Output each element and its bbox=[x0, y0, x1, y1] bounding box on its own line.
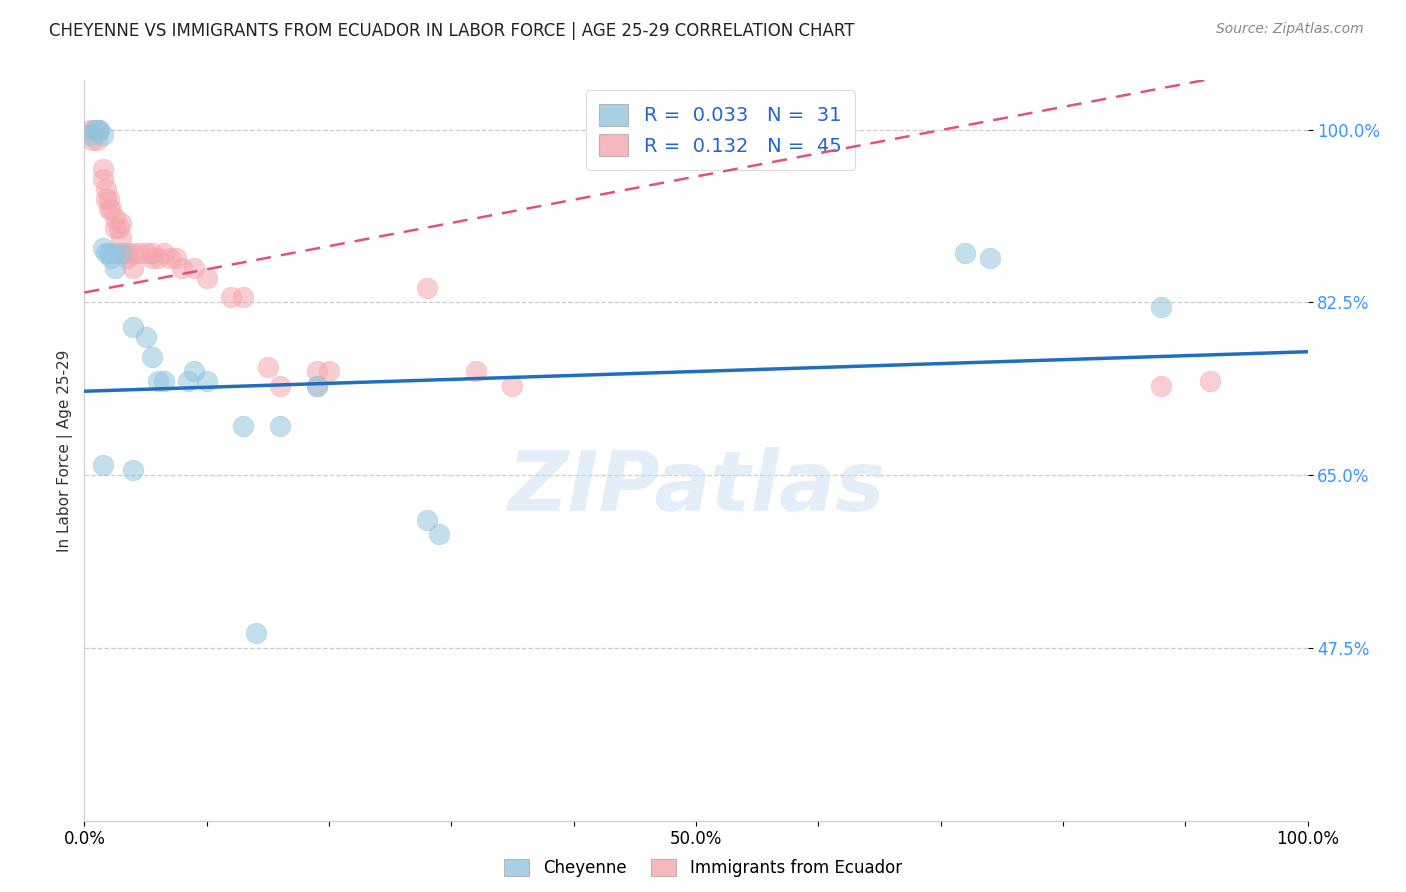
Point bbox=[305, 379, 328, 393]
Point bbox=[464, 364, 486, 378]
Point bbox=[104, 221, 127, 235]
Point bbox=[195, 270, 218, 285]
Point bbox=[146, 251, 169, 265]
Point bbox=[305, 364, 328, 378]
Point bbox=[86, 122, 108, 136]
Legend: Cheyenne, Immigrants from Ecuador: Cheyenne, Immigrants from Ecuador bbox=[498, 852, 908, 884]
Point bbox=[107, 221, 129, 235]
Point bbox=[83, 122, 105, 136]
Point bbox=[96, 246, 118, 260]
Point bbox=[141, 251, 163, 265]
Point bbox=[135, 246, 157, 260]
Point bbox=[318, 364, 340, 378]
Point bbox=[416, 280, 439, 294]
Point bbox=[183, 260, 205, 275]
Point bbox=[96, 182, 118, 196]
Point bbox=[427, 527, 450, 541]
Point bbox=[122, 260, 145, 275]
Point bbox=[146, 375, 169, 389]
Point bbox=[172, 260, 194, 275]
Point bbox=[91, 172, 114, 186]
Point bbox=[100, 202, 122, 216]
Point bbox=[1150, 301, 1173, 315]
Point bbox=[305, 379, 328, 393]
Point bbox=[91, 241, 114, 255]
Point bbox=[110, 231, 132, 245]
Point bbox=[153, 375, 176, 389]
Point bbox=[79, 128, 101, 142]
Point bbox=[135, 330, 157, 344]
Point bbox=[1150, 379, 1173, 393]
Point bbox=[122, 320, 145, 334]
Point bbox=[245, 626, 267, 640]
Point bbox=[165, 251, 187, 265]
Point bbox=[87, 122, 110, 136]
Point bbox=[87, 122, 110, 136]
Point bbox=[232, 290, 254, 304]
Point bbox=[86, 132, 108, 146]
Point bbox=[1198, 375, 1220, 389]
Point bbox=[195, 375, 218, 389]
Point bbox=[219, 290, 242, 304]
Point bbox=[502, 379, 524, 393]
Point bbox=[91, 162, 114, 177]
Point bbox=[269, 379, 291, 393]
Point bbox=[257, 359, 280, 374]
Legend: R =  0.033   N =  31, R =  0.132   N =  45: R = 0.033 N = 31, R = 0.132 N = 45 bbox=[585, 90, 855, 169]
Point bbox=[128, 246, 150, 260]
Point bbox=[141, 246, 163, 260]
Point bbox=[110, 216, 132, 230]
Text: ZIPatlas: ZIPatlas bbox=[508, 447, 884, 528]
Point bbox=[96, 192, 118, 206]
Point bbox=[97, 202, 120, 216]
Point bbox=[91, 458, 114, 473]
Point bbox=[79, 122, 101, 136]
Point bbox=[115, 251, 138, 265]
Point bbox=[122, 246, 145, 260]
Text: Source: ZipAtlas.com: Source: ZipAtlas.com bbox=[1216, 22, 1364, 37]
Y-axis label: In Labor Force | Age 25-29: In Labor Force | Age 25-29 bbox=[58, 350, 73, 551]
Point bbox=[80, 132, 103, 146]
Point bbox=[83, 122, 105, 136]
Point bbox=[269, 418, 291, 433]
Point bbox=[979, 251, 1001, 265]
Point bbox=[91, 128, 114, 142]
Text: CHEYENNE VS IMMIGRANTS FROM ECUADOR IN LABOR FORCE | AGE 25-29 CORRELATION CHART: CHEYENNE VS IMMIGRANTS FROM ECUADOR IN L… bbox=[49, 22, 855, 40]
Point bbox=[104, 260, 127, 275]
Point bbox=[97, 192, 120, 206]
Point bbox=[953, 246, 976, 260]
Point bbox=[112, 246, 135, 260]
Point bbox=[100, 251, 122, 265]
Point bbox=[115, 246, 138, 260]
Point bbox=[416, 512, 439, 526]
Point bbox=[177, 375, 200, 389]
Point bbox=[97, 246, 120, 260]
Point bbox=[141, 350, 163, 364]
Point bbox=[232, 418, 254, 433]
Point bbox=[110, 246, 132, 260]
Point bbox=[183, 364, 205, 378]
Point bbox=[104, 211, 127, 226]
Point bbox=[104, 246, 127, 260]
Point bbox=[159, 251, 181, 265]
Point bbox=[122, 463, 145, 477]
Point bbox=[153, 246, 176, 260]
